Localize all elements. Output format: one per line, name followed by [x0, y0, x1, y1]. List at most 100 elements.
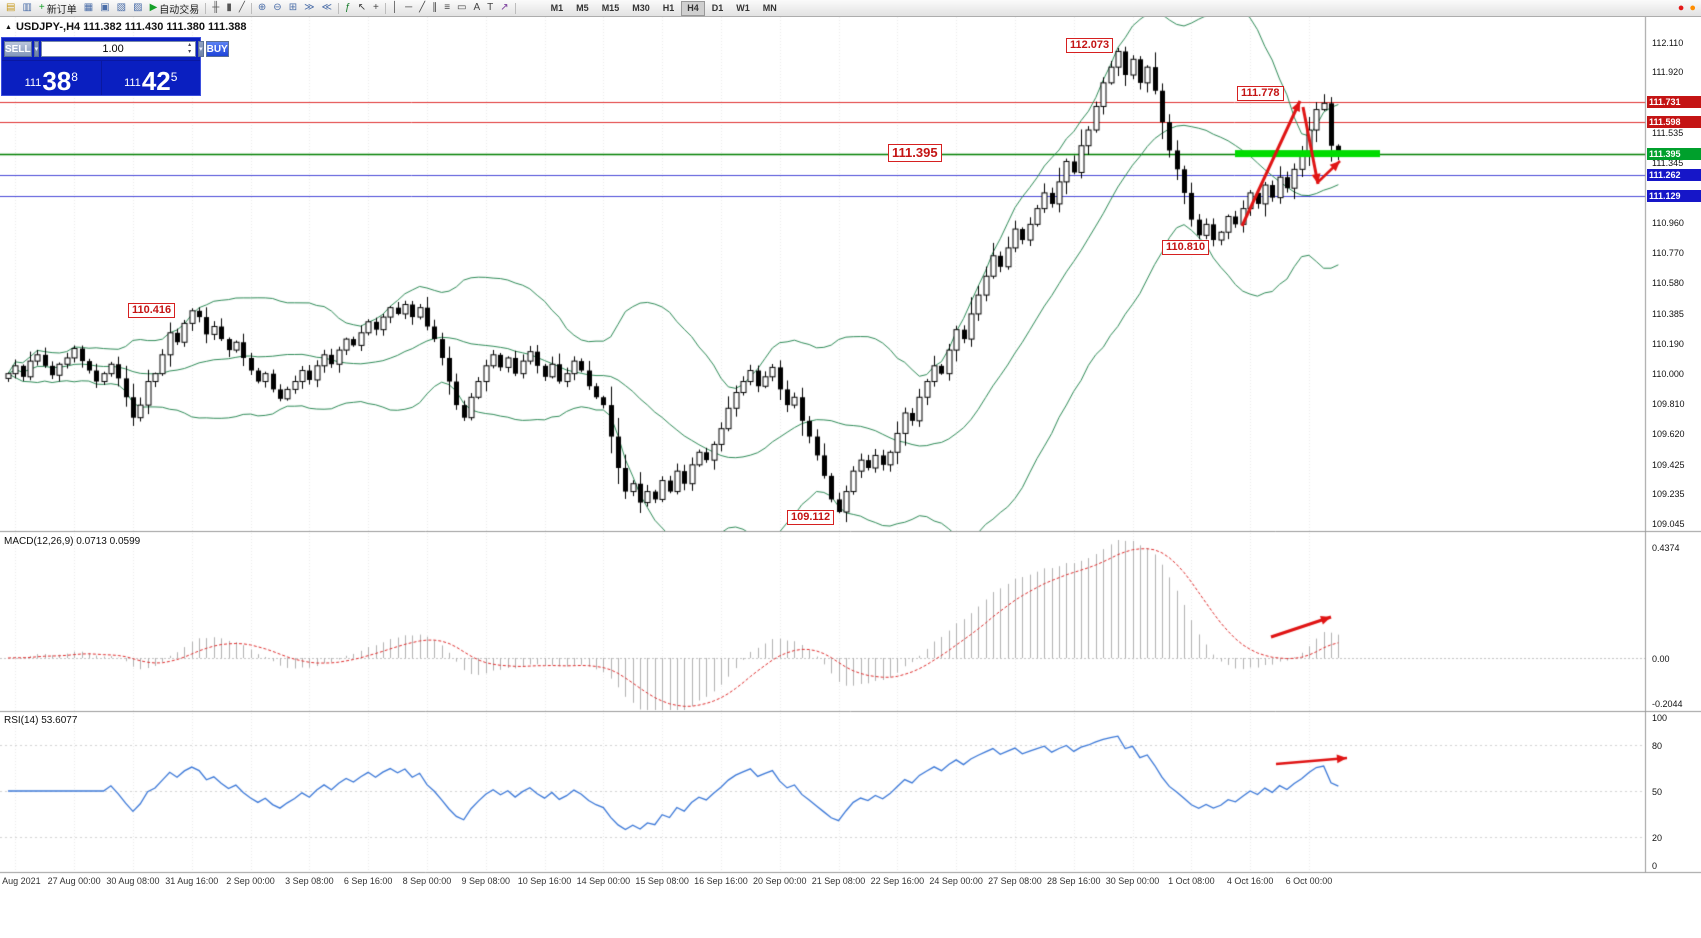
time-axis-label: 14 Sep 00:00 [576, 876, 631, 886]
toolbar-trendline-button[interactable]: ╱ [416, 1, 428, 15]
fibonacci-icon: ≡ [444, 2, 451, 13]
toolbar-line-chart-button[interactable]: ╱ [236, 1, 248, 15]
toolbar-zoom-out-button[interactable]: ⊖ [270, 1, 284, 15]
sell-price-prefix: 111 [24, 77, 42, 89]
toolbar-bar-chart-button[interactable]: ╫ [209, 1, 222, 15]
toolbar-indicators-button[interactable]: ƒ [342, 1, 354, 15]
timeframe-m30-button[interactable]: M30 [632, 2, 650, 13]
time-axis-label: 22 Sep 16:00 [870, 876, 925, 886]
terminal-icon: ▨ [133, 2, 143, 13]
community-icon[interactable]: ● [1689, 1, 1696, 14]
toolbar-horizontal-line-button[interactable]: ─ [402, 1, 415, 15]
macd-axis-tick: 0.4374 [1652, 543, 1680, 554]
timeframe-m1-button[interactable]: M1 [550, 2, 564, 13]
price-axis-tick: 110.385 [1652, 308, 1684, 319]
new-order-icon: + [38, 2, 45, 13]
toolbar-market-watch-button[interactable]: ▦ [81, 1, 96, 15]
toolbar-vertical-line-button[interactable]: │ [389, 1, 401, 15]
price-callout[interactable]: 110.416 [128, 303, 176, 318]
toolbar-chart-shift-button[interactable]: ≪ [319, 1, 335, 15]
collapse-icon[interactable]: ▲ [5, 23, 12, 31]
price-axis-tick: 112.110 [1652, 37, 1684, 48]
price-axis-tick: 109.620 [1652, 428, 1685, 439]
buy-options-dropdown-icon[interactable]: ▾ [198, 41, 204, 57]
toolbar: ▤ ▥ + 新订单 ▦ ▣ ▧ ▨ ▶ 自动交易 ╫ ▮ ╱ ⊕ ⊖ ⊞ ≫ ≪ ƒ ↖ + │ ─ ╱ ∥ ≡ ▭ A T ↗ M1 M5 M… [0, 0, 1701, 17]
sell-options-dropdown-icon[interactable]: ▾ [33, 41, 40, 57]
sell-button[interactable]: SELL [4, 41, 32, 57]
timeframe-w1-button[interactable]: W1 [736, 2, 750, 13]
macd-label: MACD(12,26,9) 0.0713 0.0599 [4, 536, 141, 547]
toolbar-new-order-label: 新订单 [46, 4, 77, 16]
toolbar-auto-scroll-button[interactable]: ≫ [301, 1, 317, 15]
rsi-label: RSI(14) 53.6077 [4, 715, 78, 726]
time-axis-label: 6 Oct 00:00 [1285, 876, 1333, 886]
price-callout[interactable]: 110.810 [1162, 240, 1210, 255]
auto-trading-icon: ▶ [149, 2, 158, 13]
buy-button[interactable]: BUY [205, 41, 229, 57]
macd-axis-tick: 0.00 [1652, 654, 1670, 664]
toolbar-new-chart-button[interactable]: ▤ [3, 1, 18, 15]
toolbar-crosshair-button[interactable]: + [370, 1, 382, 15]
price-axis-badge: 111.598 [1647, 116, 1701, 129]
toolbar-tile-windows-button[interactable]: ⊞ [286, 1, 300, 15]
toolbar-text-button[interactable]: A [470, 1, 483, 15]
candlestick-chart-icon: ▮ [226, 2, 232, 13]
toolbar-shapes-button[interactable]: ▭ [454, 1, 469, 15]
timeframe-d1-button[interactable]: D1 [711, 2, 724, 13]
price-callout[interactable]: 109.112 [787, 510, 835, 525]
trendline-icon: ╱ [419, 2, 426, 13]
time-axis-label: 20 Sep 00:00 [752, 876, 807, 886]
toolbar-profiles-button[interactable]: ▥ [19, 1, 34, 15]
toolbar-cursor-button[interactable]: ↖ [355, 1, 369, 15]
indicators-icon: ƒ [345, 2, 351, 13]
time-axis-label: 30 Sep 00:00 [1105, 876, 1160, 886]
toolbar-new-order-button[interactable]: + 新订单 [36, 1, 80, 16]
sell-price-sup: 8 [71, 70, 78, 84]
buy-price[interactable]: 111 42 5 [102, 61, 201, 95]
price-callout[interactable]: 111.395 [888, 144, 942, 162]
toolbar-fibonacci-button[interactable]: ≡ [441, 1, 453, 15]
price-axis-tick: 110.580 [1652, 278, 1684, 288]
timeframe-h4-button[interactable]: H4 [681, 0, 705, 16]
price-callout[interactable]: 111.778 [1237, 86, 1284, 101]
sell-price-big: 38 [42, 66, 72, 96]
timeframe-m5-button[interactable]: M5 [576, 2, 589, 13]
time-axis-label: 24 Sep 00:00 [929, 876, 983, 886]
new-chart-icon: ▤ [6, 2, 16, 13]
one-click-trading-panel: SELL ▾ ▴ ▾ ▾ BUY 111 38 8 111 42 5 [1, 37, 229, 96]
price-callout[interactable]: 112.073 [1066, 38, 1114, 53]
timeframe-m15-button[interactable]: M15 [601, 2, 620, 13]
toolbar-arrow-tool-button[interactable]: ↗ [497, 1, 511, 15]
timeframe-mn-button[interactable]: MN [762, 2, 777, 13]
time-axis-label: 21 Sep 08:00 [811, 876, 866, 886]
rsi-axis-tick: 0 [1652, 861, 1658, 871]
macd-axis-tick: -0.2044 [1652, 699, 1683, 709]
toolbar-terminal-button[interactable]: ▨ [130, 1, 145, 15]
line-chart-icon: ╱ [238, 2, 245, 13]
timeframe-h1-button[interactable]: H1 [662, 2, 675, 13]
toolbar-text-label-button[interactable]: T [484, 1, 496, 15]
toolbar-candlestick-chart-button[interactable]: ▮ [223, 1, 235, 15]
sell-price[interactable]: 111 38 8 [2, 61, 102, 95]
bar-chart-icon: ╫ [212, 2, 220, 13]
toolbar-separator [205, 2, 207, 14]
price-axis-tick: 111.920 [1652, 67, 1684, 78]
volume-input[interactable] [42, 43, 185, 55]
toolbar-channel-button[interactable]: ∥ [429, 1, 440, 15]
price-axis-badge: 111.395 [1647, 148, 1701, 161]
price-axis-tick: 110.190 [1652, 339, 1684, 350]
tile-windows-icon: ⊞ [288, 2, 298, 13]
channel-icon: ∥ [432, 2, 438, 13]
toolbar-auto-trading-button[interactable]: ▶ 自动交易 [147, 1, 203, 16]
volume-stepper: ▴ ▾ [184, 42, 195, 56]
volume-down-icon[interactable]: ▾ [188, 49, 192, 55]
time-axis-label: 3 Sep 08:00 [285, 876, 334, 886]
toolbar-data-window-button[interactable]: ▣ [97, 1, 112, 15]
toolbar-zoom-in-button[interactable]: ⊕ [255, 1, 269, 15]
volume-up-icon[interactable]: ▴ [188, 42, 192, 48]
time-axis-label: 27 Sep 08:00 [988, 876, 1042, 886]
toolbar-separator [384, 2, 386, 14]
toolbar-navigator-button[interactable]: ▧ [114, 1, 129, 15]
alert-icon[interactable]: ● [1677, 1, 1685, 14]
